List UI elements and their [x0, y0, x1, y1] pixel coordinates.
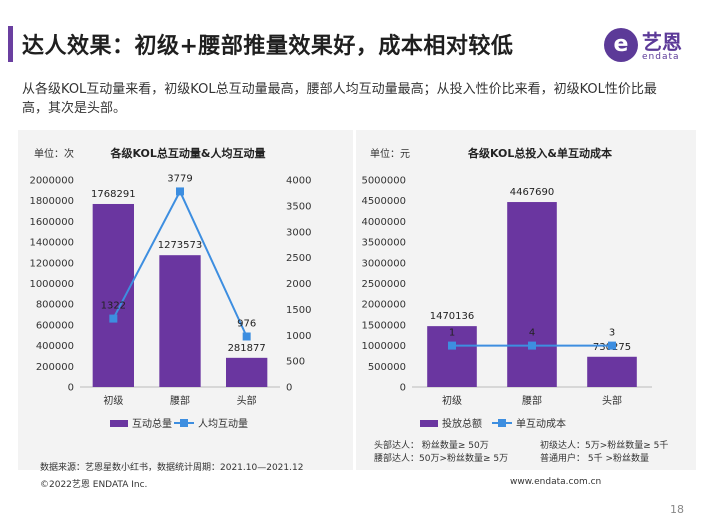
y2-tick-label: 3500 — [286, 201, 311, 212]
line-point — [109, 314, 118, 323]
website-link[interactable]: www.endata.com.cn — [510, 477, 602, 487]
bar-data-label: 1273573 — [158, 240, 203, 251]
logo-mark-icon — [604, 28, 638, 62]
x-tick-label: 初级 — [103, 394, 123, 407]
line-data-label: 3 — [609, 328, 615, 339]
x-tick-label: 头部 — [237, 394, 257, 407]
chart-title: 各级KOL总互动量&人均互动量 — [110, 146, 266, 160]
page-number: 18 — [670, 503, 684, 516]
cost-chart: 单位：元 各级KOL总投入&单互动成本5000000450000040000003… — [361, 146, 652, 430]
y-tick-label: 400000 — [36, 341, 74, 352]
bar — [427, 326, 477, 387]
y2-tick-label: 1000 — [286, 331, 311, 342]
y-tick-label: 1400000 — [29, 238, 74, 249]
logo-letter: e — [613, 32, 629, 57]
bar — [226, 357, 268, 387]
x-tick-label: 腰部 — [170, 394, 190, 407]
legend-bar-label: 投放总额 — [442, 417, 482, 430]
chart-panel-interaction: 单位：次 各级KOL总互动量&人均互动量 2000000 1800000 1600000… — [18, 130, 353, 470]
y-tick-label: 800000 — [36, 300, 74, 311]
endata-logo: e 艺恩 endata — [604, 26, 696, 68]
y-tick-label: 1200000 — [29, 258, 74, 269]
y-tick-label: 1600000 — [29, 217, 74, 228]
legend-line-label: 人均互动量 — [198, 418, 248, 430]
definition-junior: 初级达人：5万>粉丝数量≥ 5千 — [540, 441, 669, 451]
line-point — [176, 187, 184, 196]
y-tick-label: 3500000 — [361, 238, 406, 249]
definition-normal: 普通用户： 5千 >粉丝数量 — [540, 454, 649, 464]
legend-bar-label: 互动总量 — [132, 417, 172, 430]
line-data-label: 4 — [529, 328, 535, 339]
x-tick-label: 初级 — [442, 394, 462, 407]
y-tick-label: 600000 — [36, 320, 74, 331]
unit-label: 单位：元 — [370, 147, 410, 160]
bar — [92, 203, 134, 387]
line-point — [448, 341, 456, 350]
y2-tick-label: 1500 — [286, 305, 311, 316]
y-tick-label: 3000000 — [361, 258, 406, 269]
y2-tick-label: 2000 — [286, 279, 311, 290]
y2-tick-label: 2500 — [286, 253, 311, 264]
line-point — [242, 332, 251, 341]
line-data-label: 3779 — [167, 173, 192, 184]
logo-text-cn: 艺恩 — [642, 30, 682, 54]
unit-label: 单位：次 — [34, 147, 74, 160]
y-tick-label: 1800000 — [29, 196, 74, 207]
legend-line-label: 单互动成本 — [516, 417, 566, 430]
interaction-chart: 单位：次 各级KOL总互动量&人均互动量200000018000001600000… — [29, 146, 311, 430]
y-tick-label: 0 — [400, 383, 406, 394]
chart-panel-cost: 单位：元 各级KOL总投入&单互动成本 5000000 4500000 4000000 3… — [356, 130, 696, 470]
bar-data-label: 1470136 — [430, 311, 475, 322]
logo-text-en: endata — [642, 52, 680, 62]
page-subtitle: 从各级KOL互动量来看，初级KOL总互动量最高，腰部人均互动量最高；从投入性价比… — [22, 82, 657, 116]
y-tick-label: 4500000 — [361, 196, 406, 207]
y2-tick-label: 3000 — [286, 227, 311, 238]
page-title: 达人效果：初级+腰部推量效果好，成本相对较低 — [22, 34, 514, 59]
line-data-label: 976 — [237, 318, 256, 329]
legend-line-marker — [180, 419, 188, 427]
x-tick-label: 头部 — [602, 394, 622, 407]
y-tick-label: 0 — [68, 383, 74, 394]
y2-tick-label: 0 — [286, 383, 292, 394]
bar-data-label: 4467690 — [510, 187, 555, 198]
y-tick-label: 2000000 — [361, 300, 406, 311]
y-tick-label: 1000000 — [361, 341, 406, 352]
bar — [507, 202, 557, 387]
y-tick-label: 2000000 — [29, 176, 74, 187]
bar-data-label: 1768291 — [91, 189, 136, 200]
y2-tick-label: 500 — [286, 357, 305, 368]
data-source: 数据来源：艺恩星数小红书，数据统计周期：2021.10—2021.12 — [40, 463, 304, 473]
x-tick-label: 腰部 — [522, 394, 542, 407]
bar-data-label: 281877 — [228, 343, 266, 354]
legend-bar-swatch — [420, 420, 438, 427]
y-tick-label: 500000 — [368, 362, 406, 373]
chart-title: 各级KOL总投入&单互动成本 — [467, 146, 612, 160]
line-data-label: 1322 — [101, 301, 126, 312]
legend-bar-swatch — [110, 420, 128, 427]
title-accent-bar — [8, 26, 13, 62]
y2-tick-label: 4000 — [286, 176, 311, 187]
definition-head: 头部达人： 粉丝数量≥ 50万 — [374, 441, 489, 451]
bar — [159, 255, 201, 387]
line-data-label: 1 — [449, 328, 455, 339]
definition-waist: 腰部达人：50万>粉丝数量≥ 5万 — [374, 454, 509, 464]
y-tick-label: 5000000 — [361, 176, 406, 187]
y-tick-label: 4000000 — [361, 217, 406, 228]
legend-line-marker — [498, 419, 506, 427]
y-tick-label: 1500000 — [361, 320, 406, 331]
bar — [587, 356, 637, 387]
y-tick-label: 2500000 — [361, 279, 406, 290]
y-tick-label: 200000 — [36, 362, 74, 373]
line-point — [528, 341, 536, 350]
line-point — [608, 341, 616, 350]
copyright: ©2022艺恩 ENDATA Inc. — [40, 480, 148, 490]
y-tick-label: 1000000 — [29, 279, 74, 290]
